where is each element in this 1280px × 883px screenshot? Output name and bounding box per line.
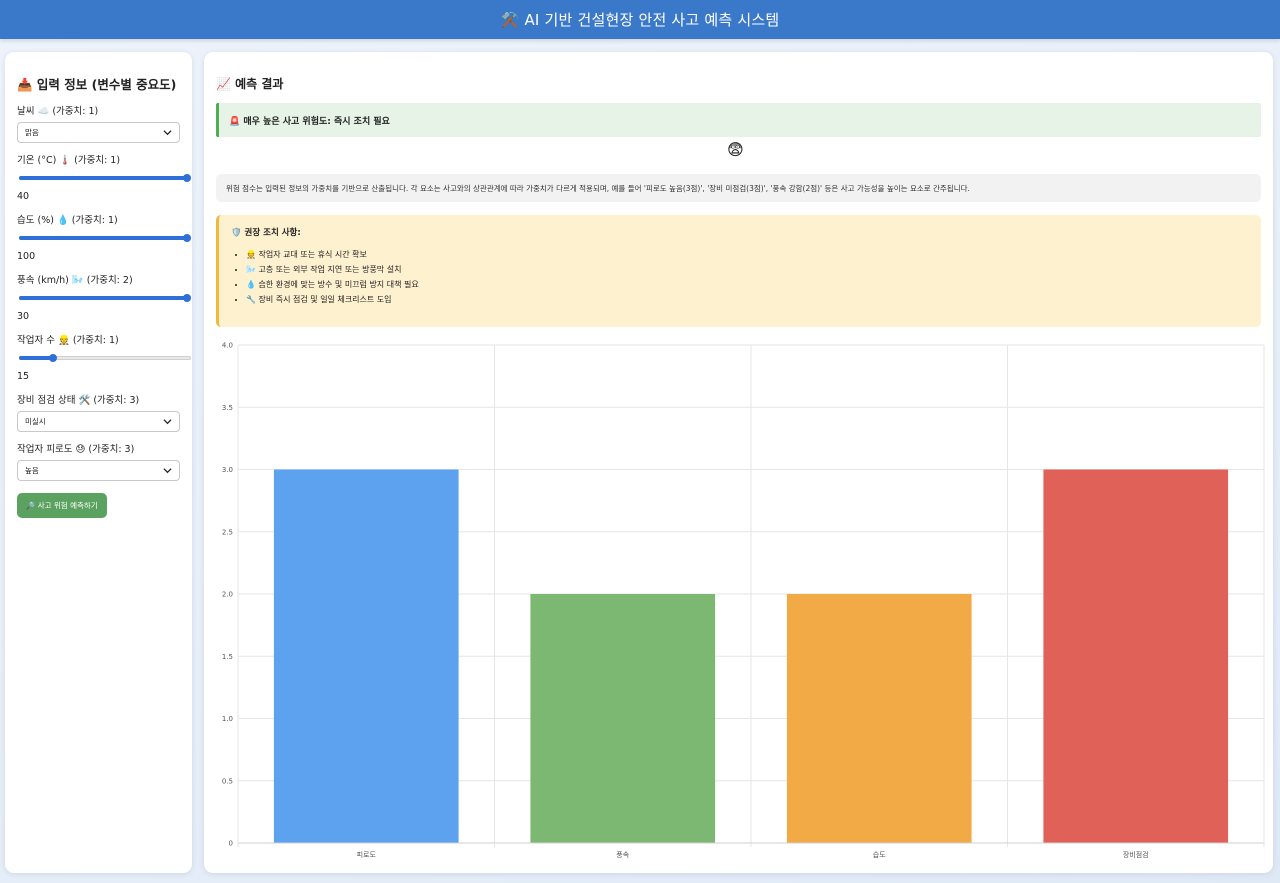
y-tick-label: 0.5 <box>222 777 233 785</box>
weather-value: 맑음 <box>25 128 39 137</box>
result-title: 📈 예측 결과 <box>216 77 284 91</box>
temperature-value: 40 <box>17 191 30 202</box>
weather-label: 날씨 ☁️ (가중치: 1) <box>17 106 99 117</box>
slider-thumb[interactable] <box>48 354 57 362</box>
y-tick-label: 1.0 <box>222 715 233 723</box>
recommendations-title: 🛡️ 권장 조치 사항: <box>231 228 301 238</box>
fatigue-value: 높음 <box>25 466 39 475</box>
wind-slider[interactable] <box>17 291 193 305</box>
chevron-down-icon <box>163 130 172 136</box>
risk-alert-text: 🚨 매우 높은 사고 위험도: 즉시 조치 필요 <box>229 116 390 127</box>
y-tick-label: 4.0 <box>222 342 233 350</box>
app-header: ⚒️ AI 기반 건설현장 안전 사고 예측 시스템 <box>0 0 1280 39</box>
slider-thumb[interactable] <box>183 294 191 302</box>
x-tick-label: 풍속 <box>616 851 629 859</box>
input-panel-title: 📥 입력 정보 (변수별 중요도) <box>17 77 177 92</box>
bar-풍속 <box>530 594 716 843</box>
workers-value: 15 <box>17 371 30 382</box>
temperature-slider[interactable] <box>17 171 193 185</box>
humidity-value: 100 <box>17 251 36 262</box>
y-tick-label: 0 <box>229 840 233 848</box>
slider-fill <box>19 296 187 300</box>
y-tick-label: 3.0 <box>222 466 233 474</box>
recommendation-item: 👷 작업자 교대 또는 휴식 시간 확보 <box>246 247 1249 262</box>
recommendation-item: 🌬️ 고층 또는 외부 작업 지연 또는 방풍막 설치 <box>246 262 1249 277</box>
slider-fill <box>19 236 187 240</box>
risk-face-icon: 😨 <box>727 140 744 159</box>
y-tick-label: 2.5 <box>222 528 233 536</box>
chevron-down-icon <box>163 468 172 474</box>
weather-select[interactable]: 맑음 <box>17 122 180 143</box>
x-tick-label: 습도 <box>873 850 886 859</box>
fatigue-label: 작업자 피로도 😓 (가중치: 3) <box>17 444 135 455</box>
y-tick-label: 1.5 <box>222 653 233 661</box>
wind-value: 30 <box>17 311 30 322</box>
y-tick-label: 3.5 <box>222 404 233 412</box>
score-explanation-text: 위험 점수는 입력된 정보의 가중치를 기반으로 산출됩니다. 각 요소는 사고… <box>226 183 970 193</box>
humidity-label: 습도 (%) 💧 (가중치: 1) <box>17 215 118 226</box>
predict-button[interactable]: 🔎 사고 위험 예측하기 <box>17 493 107 518</box>
slider-thumb[interactable] <box>183 174 191 182</box>
chevron-down-icon <box>163 419 172 425</box>
slider-fill <box>19 176 187 180</box>
temperature-label: 기온 (°C) 🌡️ (가중치: 1) <box>17 155 121 166</box>
recommendation-item: 🔧 장비 즉시 점검 및 일일 체크리스트 도입 <box>246 292 1249 307</box>
result-panel: 📈 예측 결과 🚨 매우 높은 사고 위험도: 즉시 조치 필요 😨 위험 점수… <box>204 52 1273 873</box>
recommendation-item: 💧 습한 환경에 맞는 방수 및 미끄럼 방지 대책 필요 <box>246 277 1249 292</box>
bar-장비점검 <box>1043 469 1229 843</box>
y-tick-label: 2.0 <box>222 591 233 599</box>
equipment-value: 미실시 <box>25 417 46 426</box>
risk-factor-bar-chart: 0 0.5 1.0 1.5 2.0 2.5 3.0 3.5 4.0 피로도 풍속 습도 장비점검 <box>222 342 1265 859</box>
wind-label: 풍속 (km/h) 🌬️ (가중치: 2) <box>17 275 133 286</box>
recommendations-list: 👷 작업자 교대 또는 휴식 시간 확보 🌬️ 고층 또는 외부 작업 지연 또… <box>231 247 1249 307</box>
humidity-slider[interactable] <box>17 231 193 245</box>
predict-button-label: 🔎 사고 위험 예측하기 <box>26 501 98 510</box>
fatigue-select[interactable]: 높음 <box>17 460 180 481</box>
workers-label: 작업자 수 👷 (가중치: 1) <box>17 335 119 346</box>
recommendations-box: 🛡️ 권장 조치 사항: 👷 작업자 교대 또는 휴식 시간 확보 🌬️ 고층 … <box>216 215 1261 327</box>
slider-thumb[interactable] <box>183 234 191 242</box>
slider-fill <box>19 356 53 360</box>
bar-습도 <box>786 594 972 843</box>
x-tick-label: 장비점검 <box>1123 850 1149 859</box>
x-tick-label: 피로도 <box>357 850 377 859</box>
bar-피로도 <box>273 469 459 843</box>
equipment-label: 장비 점검 상태 🛠️ (가중치: 3) <box>17 395 140 406</box>
equipment-select[interactable]: 미실시 <box>17 411 180 432</box>
app-title: ⚒️ AI 기반 건설현장 안전 사고 예측 시스템 <box>500 11 780 29</box>
workers-slider[interactable] <box>17 351 193 365</box>
score-explanation: 위험 점수는 입력된 정보의 가중치를 기반으로 산출됩니다. 각 요소는 사고… <box>216 174 1261 202</box>
input-panel: 📥 입력 정보 (변수별 중요도) 날씨 ☁️ (가중치: 1) 맑음 기온 (… <box>5 52 192 873</box>
risk-alert: 🚨 매우 높은 사고 위험도: 즉시 조치 필요 <box>216 103 1261 137</box>
